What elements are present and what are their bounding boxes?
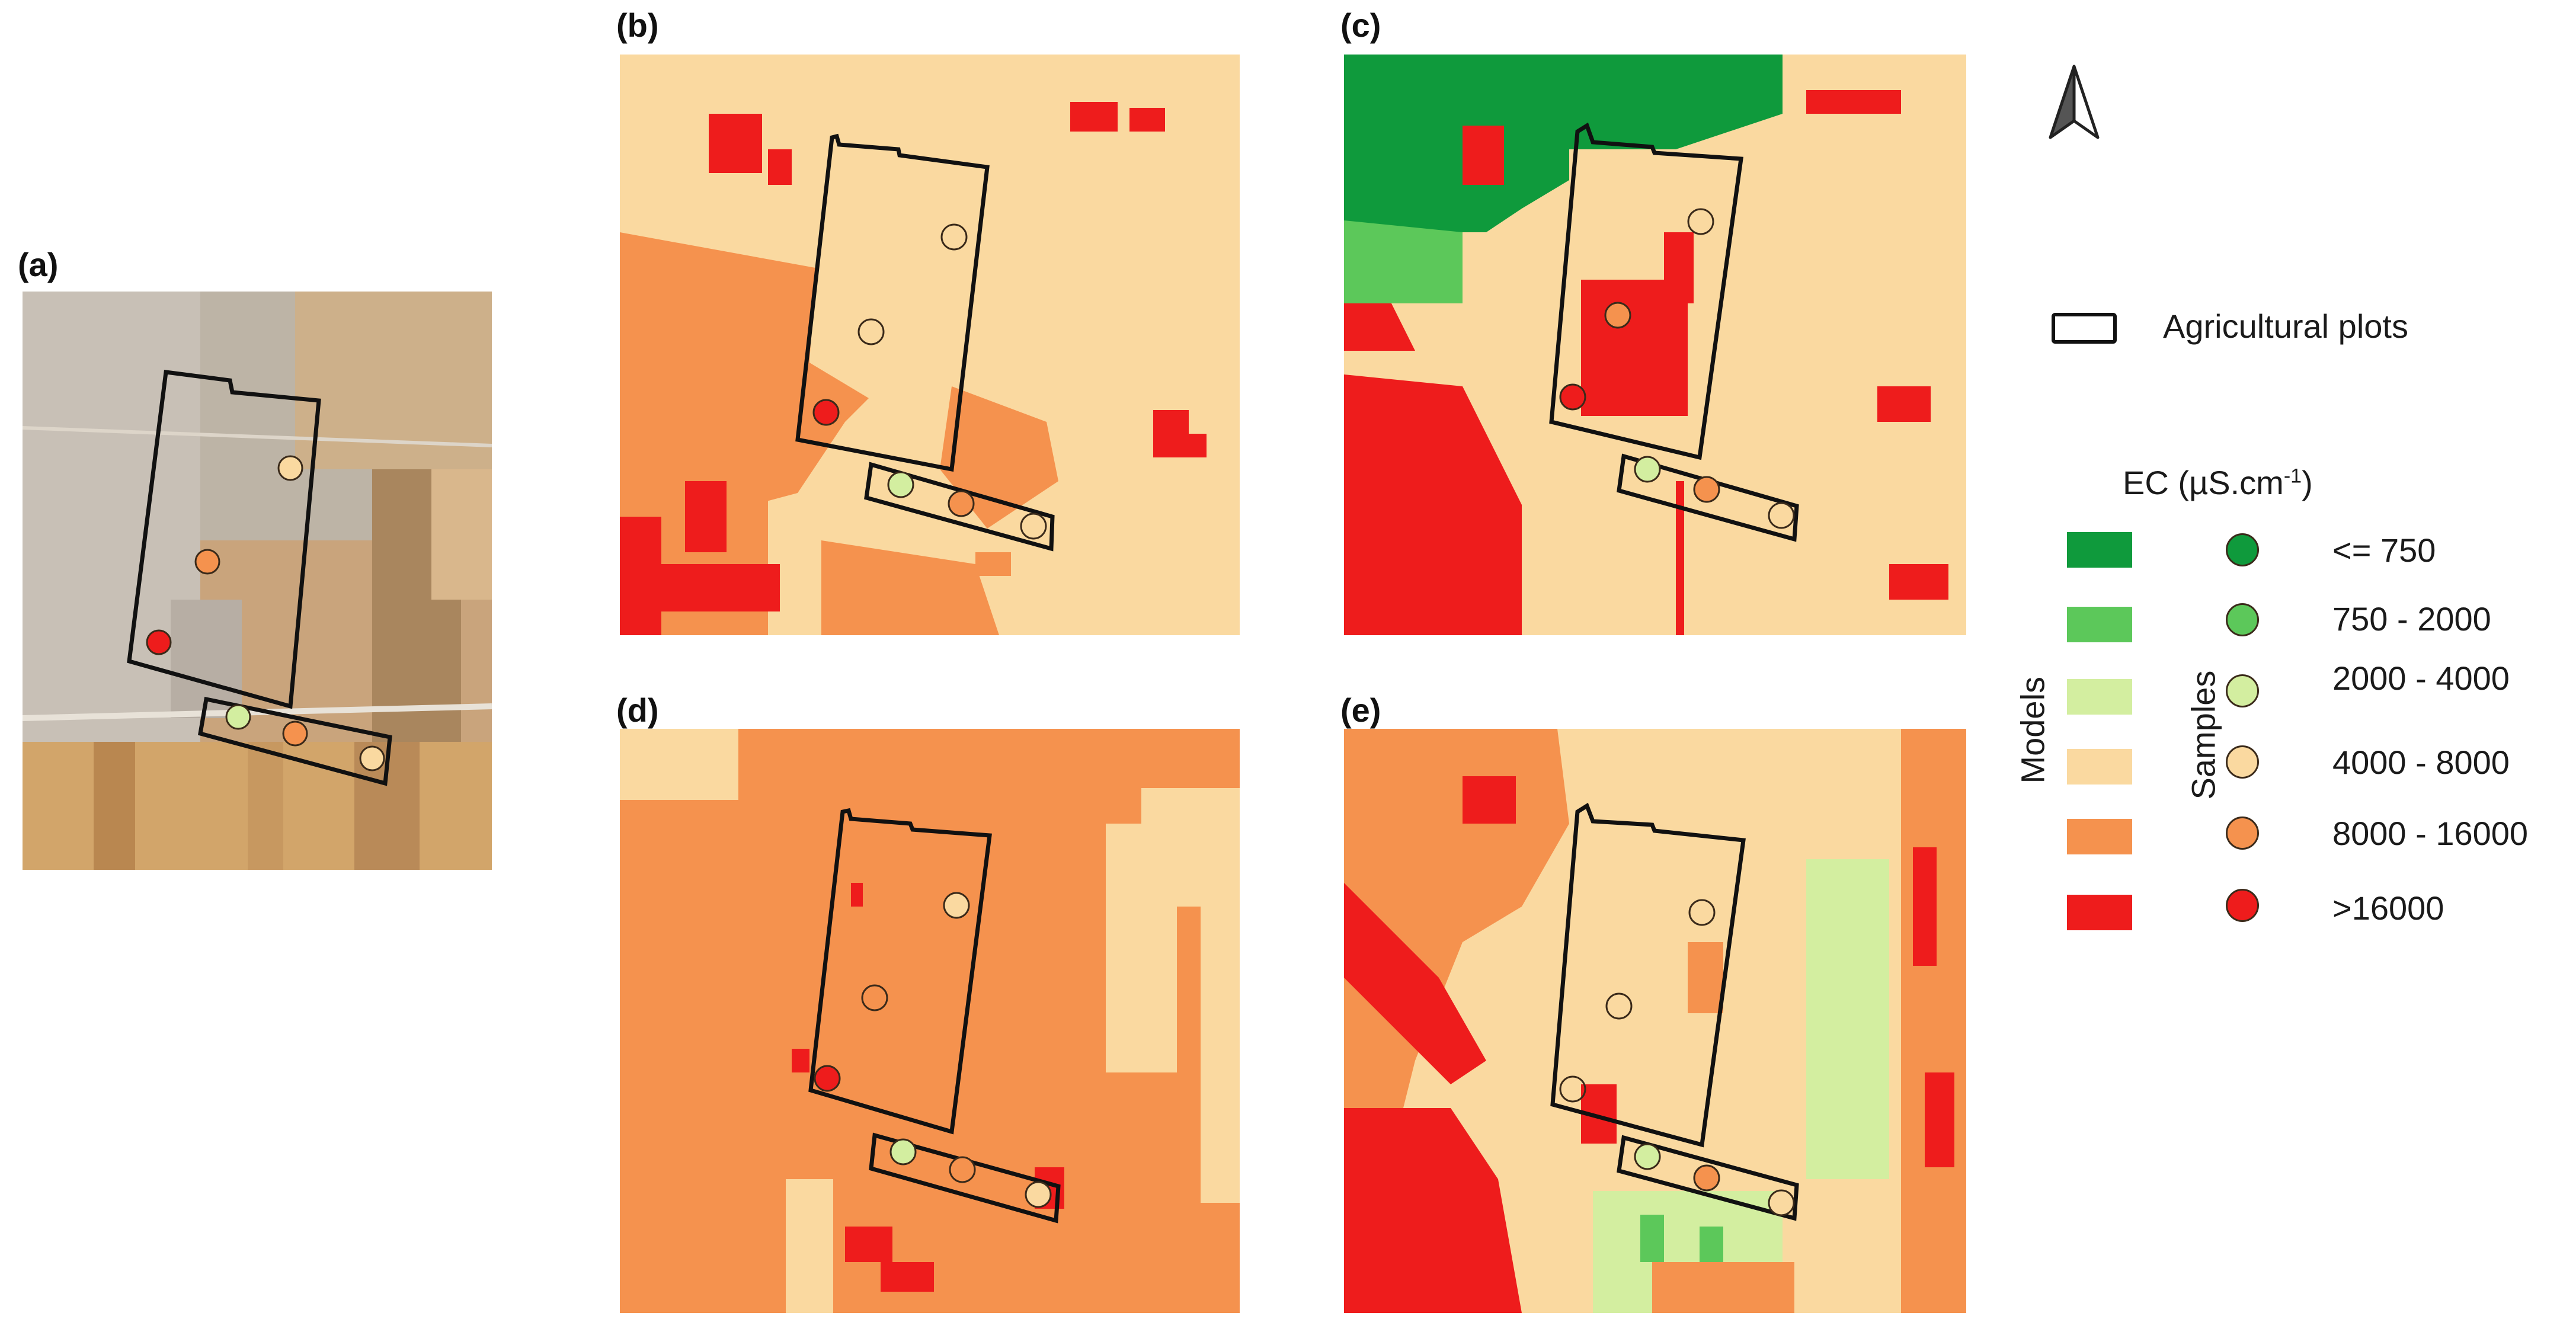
legend-model-swatch: [2067, 749, 2132, 785]
legend-sample-dot: [2226, 889, 2259, 922]
panel-c-map: [1344, 55, 1966, 635]
panel-e-label: (e): [1340, 691, 1381, 729]
panel-d-label: (d): [616, 691, 659, 729]
legend-class-label: >16000: [2332, 889, 2444, 927]
legend-ec-title: EC (µS.cm-1): [2123, 464, 2313, 501]
legend-models-label: Models: [2014, 676, 2052, 784]
panel-d-map: [620, 729, 1240, 1313]
legend-sample-dot: [2226, 603, 2259, 636]
panel-e-map: [1344, 729, 1966, 1313]
legend-model-swatch: [2067, 532, 2132, 568]
legend-plot-symbol: [2052, 313, 2117, 344]
legend-model-swatch: [2067, 895, 2132, 930]
legend-plots-label: Agricultural plots: [2163, 308, 2408, 345]
legend-class-label: 4000 - 8000: [2332, 744, 2510, 781]
panel-a-aerial-image: [23, 292, 492, 870]
legend-sample-dot: [2226, 745, 2259, 779]
legend-model-swatch: [2067, 819, 2132, 854]
legend-class-label: 2000 - 4000: [2332, 659, 2510, 697]
legend-model-swatch: [2067, 607, 2132, 642]
legend-model-swatch: [2067, 679, 2132, 715]
panel-c-label: (c): [1340, 7, 1381, 44]
legend-sample-dot: [2226, 817, 2259, 850]
legend-class-label: 8000 - 16000: [2332, 815, 2529, 852]
legend-sample-dot: [2226, 533, 2259, 566]
legend-class-label: 750 - 2000: [2332, 600, 2491, 638]
legend-samples-label: Samples: [2184, 670, 2222, 800]
panel-b-map: [620, 55, 1240, 635]
legend-class-label: <= 750: [2332, 531, 2436, 569]
legend-sample-dot: [2226, 674, 2259, 707]
panel-b-label: (b): [616, 7, 659, 44]
panel-a-label: (a): [18, 246, 59, 283]
north-arrow-icon: [2048, 64, 2100, 140]
